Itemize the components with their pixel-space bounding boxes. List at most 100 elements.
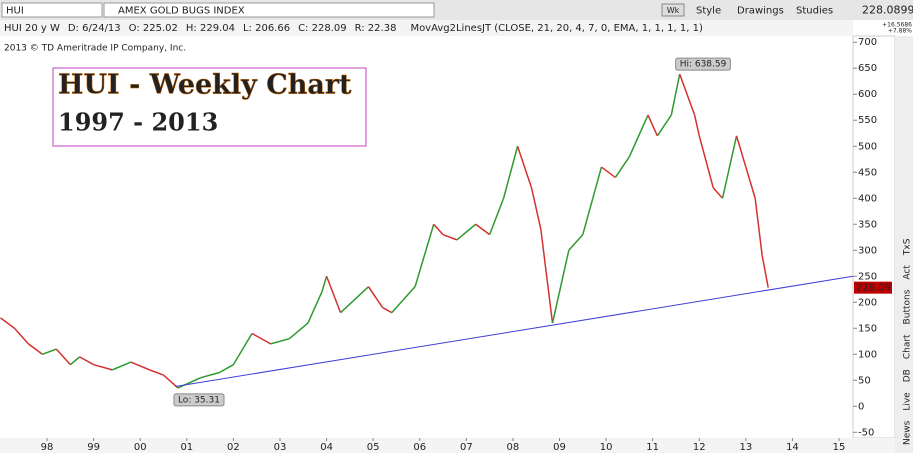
symbol-box[interactable]: [1, 2, 103, 18]
price-segment: [232, 333, 253, 366]
symbol[interactable]: HUI: [6, 6, 24, 17]
header-field: O: 225.02: [129, 23, 178, 34]
price-segment: [551, 250, 570, 324]
price-segment: [582, 166, 603, 235]
x-tick-label: 06: [413, 442, 426, 453]
copyright: 2013 © TD Ameritrade IP Company, Inc.: [4, 44, 186, 54]
y-tick-label: 300: [858, 245, 877, 256]
y-tick-label: 450: [858, 167, 877, 178]
price-segment: [414, 224, 435, 287]
price-segment: [42, 348, 57, 355]
header-field: R: 22.38: [355, 23, 397, 34]
price-segment: [712, 187, 724, 199]
x-tick-label: 10: [600, 442, 613, 453]
price-segment: [721, 135, 738, 199]
price-segment: [754, 198, 763, 256]
trendline: [175, 275, 854, 388]
x-tick-label: 11: [646, 442, 659, 453]
chart-subtitle: 1997 - 2013: [58, 108, 218, 137]
annotation: Hi: 638.59: [680, 60, 727, 70]
y-tick-label: 350: [858, 219, 877, 230]
price-segment: [516, 146, 533, 189]
price-segment: [27, 343, 43, 355]
price-segment: [149, 369, 164, 376]
header-field: D: 6/24/13: [68, 23, 121, 34]
price-segment: [456, 223, 477, 241]
x-tick-label: 07: [460, 442, 473, 453]
price-segment: [177, 376, 202, 389]
price-segment: [628, 114, 649, 157]
price-segment: [69, 356, 81, 366]
x-tick-label: 02: [227, 442, 240, 453]
price-segment: [488, 197, 505, 235]
price-segment: [288, 322, 309, 340]
annotation-box: [675, 57, 731, 71]
y-tick-label: 500: [858, 141, 877, 152]
side-tabs: [895, 36, 913, 453]
style-button[interactable]: Style: [696, 6, 721, 17]
side-tab[interactable]: DB: [903, 369, 913, 382]
price-segment: [340, 286, 370, 314]
price-segment: [325, 275, 342, 313]
y-tick-label: 550: [858, 115, 877, 126]
price-segment: [745, 166, 756, 199]
drawings-button[interactable]: Drawings: [737, 6, 784, 17]
aggregation-button[interactable]: [661, 3, 685, 17]
price-segment: [761, 255, 769, 288]
y-axis-area: [852, 35, 896, 439]
title-box: [52, 67, 367, 147]
x-axis-area: [0, 438, 895, 453]
header-field: H: 229.04: [186, 23, 235, 34]
change: +16.5686: [882, 22, 912, 29]
side-tab[interactable]: TxS: [903, 238, 913, 256]
price-segment: [433, 223, 444, 236]
annotation-box: [173, 393, 225, 407]
price-segment: [130, 361, 150, 371]
y-tick-label: 400: [858, 193, 877, 204]
x-tick-label: 13: [739, 442, 752, 453]
side-tab[interactable]: News: [903, 420, 913, 445]
y-tick-label: 50: [858, 375, 871, 386]
x-tick-label: 99: [87, 442, 100, 453]
price-segment: [540, 229, 554, 324]
price-segment: [391, 286, 416, 314]
description: AMEX GOLD BUGS INDEX: [118, 6, 245, 17]
study-label: MovAvg2LinesJT (CLOSE, 21, 20, 4, 7, 0, …: [410, 23, 703, 34]
price-segment: [200, 371, 220, 379]
studies-button[interactable]: Studies: [796, 6, 833, 17]
x-tick-label: 05: [367, 442, 380, 453]
x-tick-label: 15: [833, 442, 846, 453]
x-tick-label: 03: [274, 442, 287, 453]
price-segment: [568, 234, 584, 251]
y-tick-label: 150: [858, 323, 877, 334]
side-tab[interactable]: Buttons: [903, 289, 913, 324]
price-segment: [475, 223, 491, 236]
side-tab[interactable]: Live: [903, 392, 913, 411]
y-tick-label: 650: [858, 63, 877, 74]
header-field: L: 206.66: [243, 23, 290, 34]
price-segment: [656, 114, 672, 137]
price-segment: [382, 306, 393, 314]
side-tab[interactable]: Chart: [903, 334, 913, 359]
price-segment: [0, 317, 15, 329]
price-segment: [678, 73, 696, 116]
header-field: C: 228.09: [298, 23, 347, 34]
price-segment: [735, 135, 747, 168]
price-segment: [270, 337, 290, 345]
x-tick-label: 12: [693, 442, 706, 453]
price-segment: [600, 166, 616, 179]
price-segment: [530, 187, 542, 230]
aggregation[interactable]: Wk: [667, 6, 680, 15]
last-price-box: [854, 281, 892, 294]
x-tick-label: 09: [553, 442, 566, 453]
price-segment: [55, 348, 71, 366]
price-segment: [307, 291, 323, 324]
chart-title: HUI - Weekly Chart: [58, 70, 352, 101]
x-tick-label: 08: [507, 442, 520, 453]
x-tick-label: 00: [134, 442, 147, 453]
y-tick-label: 600: [858, 89, 877, 100]
side-tab[interactable]: Act: [903, 265, 913, 280]
price-segment: [442, 233, 458, 241]
description-box: [103, 2, 435, 18]
